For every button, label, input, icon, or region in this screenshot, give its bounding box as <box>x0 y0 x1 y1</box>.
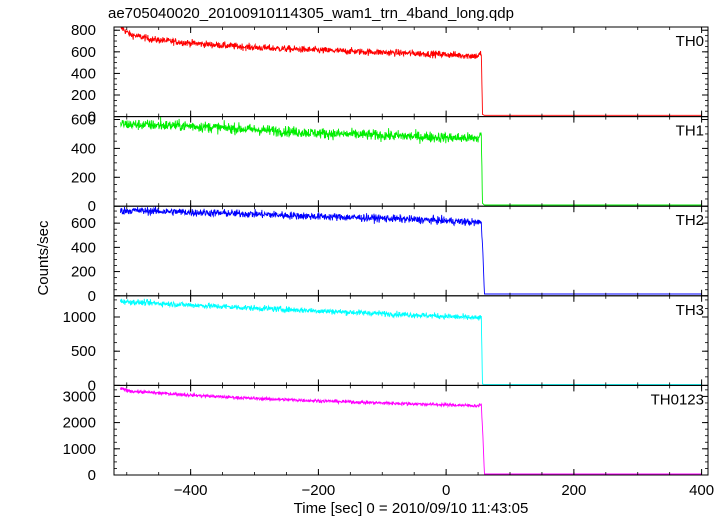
panel-th1: 0 200 400 600 TH1 <box>71 111 709 215</box>
series-line-th3 <box>119 298 702 386</box>
y-tick-label: 200 <box>71 87 96 104</box>
panel-label: TH2 <box>676 212 704 229</box>
y-tick-label: 0 <box>88 467 96 484</box>
y-tick-label: 800 <box>71 22 96 39</box>
series-line-th1 <box>120 118 702 206</box>
x-tick-label: 200 <box>561 482 586 499</box>
panel-label: TH0 <box>676 33 704 50</box>
y-tick-label: 1000 <box>63 441 96 458</box>
panel-th2: 0 200 400 600 TH2 <box>71 205 709 305</box>
panel-th3: 0 500 1000 TH3 <box>63 295 709 394</box>
x-tick-label: −200 <box>301 482 335 499</box>
panel-frame <box>113 26 709 118</box>
series-line-th0123 <box>119 386 702 475</box>
y-tick-label: 0 <box>88 109 96 126</box>
y-tick-label: 400 <box>71 239 96 256</box>
y-tick-label: 200 <box>71 264 96 281</box>
x-tick-label: 400 <box>689 482 714 499</box>
panels: 0 200 400 600 800 TH0 0 200 400 600 TH1 0 200 400 600 T… <box>63 22 709 484</box>
x-tick-label: −400 <box>174 482 208 499</box>
y-tick-label: 400 <box>71 140 96 157</box>
y-tick-label: 200 <box>71 169 96 186</box>
panel-frame <box>113 295 709 386</box>
x-tick-label: 0 <box>442 482 450 499</box>
y-tick-label: 600 <box>71 215 96 232</box>
y-tick-label: 500 <box>71 343 96 360</box>
y-axis-title: Counts/sec <box>35 220 52 296</box>
y-tick-label: 3000 <box>63 388 96 405</box>
y-tick-label: 1000 <box>63 309 96 326</box>
y-tick-label: 0 <box>88 198 96 215</box>
panel-th0: 0 200 400 600 800 TH0 <box>71 22 709 126</box>
series-line-th2 <box>119 206 702 295</box>
panel-frame <box>113 384 709 476</box>
y-tick-label: 600 <box>71 44 96 61</box>
panel-th0123: 0 1000 2000 3000 TH0123 <box>63 384 709 484</box>
y-tick-label: 400 <box>71 65 96 82</box>
panel-label: TH0123 <box>651 391 704 408</box>
x-axis-title: Time [sec] 0 = 2010/09/10 11:43:05 <box>294 500 529 516</box>
panel-label: TH1 <box>676 123 704 140</box>
chart-title: ae705040020_20100910114305_wam1_trn_4ban… <box>108 5 514 22</box>
panel-label: TH3 <box>676 302 704 319</box>
y-tick-label: 600 <box>71 111 96 128</box>
x-axis-tick-labels: −400 −200 0 200 400 <box>174 482 714 499</box>
y-tick-label: 0 <box>88 288 96 305</box>
y-tick-label: 2000 <box>63 415 96 432</box>
y-tick-label: 0 <box>88 377 96 394</box>
series-line-th0 <box>120 26 702 116</box>
